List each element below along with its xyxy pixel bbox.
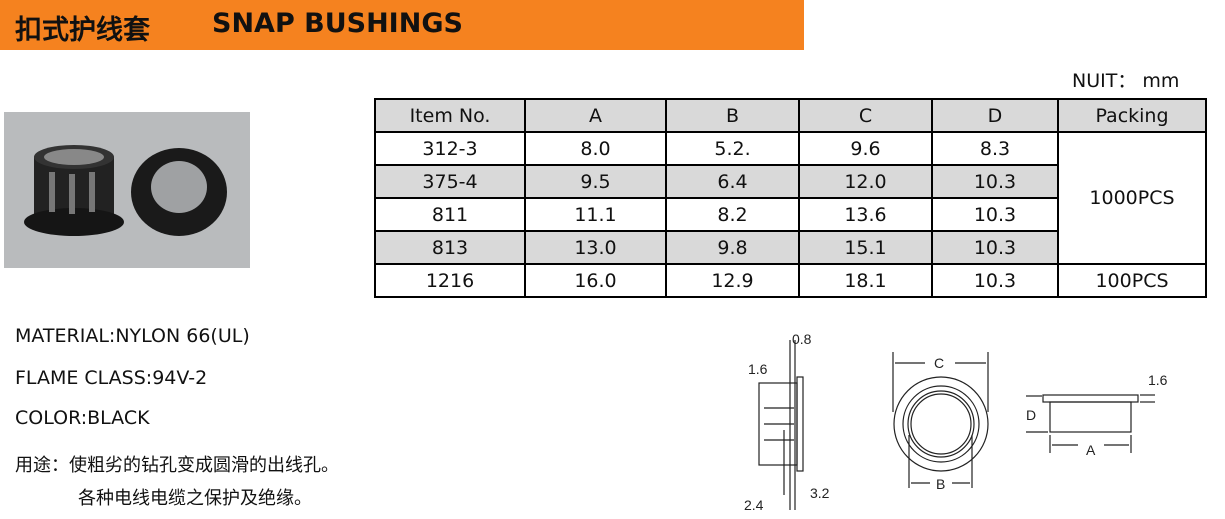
unit-label: NUIT： mm	[1072, 70, 1180, 92]
usage-line-1: 用途：使粗劣的钻孔变成圆滑的出线孔。	[15, 455, 339, 476]
spec-table: Item No. A B C D Packing 312-3 8.0 5.2. 9.6…	[374, 98, 1207, 298]
cell: 8.2	[665, 197, 800, 232]
cell: 375-4	[374, 164, 526, 199]
color-text: COLOR:BLACK	[15, 407, 150, 429]
cell: 12.9	[665, 263, 800, 298]
table-row: 811 11.1 8.2 13.6 10.3	[374, 197, 1206, 232]
cell: 10.3	[931, 197, 1059, 232]
cell: 9.6	[798, 131, 933, 166]
header-d: D	[931, 98, 1059, 133]
header-a: A	[524, 98, 667, 133]
cell: 12.0	[798, 164, 933, 199]
table-row: 813 13.0 9.8 15.1 10.3	[374, 230, 1206, 265]
title-cn: 扣式护线套	[15, 15, 150, 46]
dim-2-4: 2.4	[744, 497, 764, 513]
dim-a: A	[1086, 442, 1096, 458]
material-text: MATERIAL:NYLON 66(UL)	[15, 325, 250, 347]
cell: 16.0	[524, 263, 667, 298]
packing-cell: 100PCS	[1057, 263, 1207, 298]
dim-1-6-top: 1.6	[1148, 372, 1168, 388]
table-row: 375-4 9.5 6.4 12.0 10.3	[374, 164, 1206, 199]
cell: 10.3	[931, 263, 1059, 298]
header-b: B	[665, 98, 800, 133]
dim-1-6-side: 1.6	[748, 361, 768, 377]
cell: 15.1	[798, 230, 933, 265]
dim-d: D	[1026, 407, 1036, 423]
dim-3-2: 3.2	[810, 485, 830, 501]
cell: 13.0	[524, 230, 667, 265]
header-item: Item No.	[374, 98, 526, 133]
front-view-drawing	[892, 352, 989, 488]
dim-0-8: 0.8	[792, 331, 812, 347]
title-banner: 扣式护线套 SNAP BUSHINGS	[0, 0, 804, 50]
cell: 10.3	[931, 164, 1059, 199]
cell: 8.0	[524, 131, 667, 166]
cell: 811	[374, 197, 526, 232]
cell: 813	[374, 230, 526, 265]
table-row: 1216 16.0 12.9 18.1 10.3 100PCS	[374, 263, 1207, 298]
product-photo	[4, 112, 250, 268]
header-packing: Packing	[1057, 98, 1207, 133]
cell: 8.3	[931, 131, 1059, 166]
cell: 9.8	[665, 230, 800, 265]
dimension-drawings: 0.8 1.6 3.2 2.4 C B D A 1.6	[744, 331, 1168, 513]
cell: 312-3	[374, 131, 526, 166]
dim-b: B	[936, 476, 945, 492]
packing-cell: 1000PCS	[1057, 131, 1207, 265]
table-row: 312-3 8.0 5.2. 9.6 8.3 1000PCS	[374, 131, 1207, 265]
cell: 5.2.	[665, 131, 800, 166]
flame-class-text: FLAME CLASS:94V-2	[15, 367, 208, 389]
usage-line-2: 各种电线电缆之保护及绝缘。	[78, 488, 312, 509]
side-view-drawing	[758, 340, 804, 510]
cell: 9.5	[524, 164, 667, 199]
title-en: SNAP BUSHINGS	[212, 8, 463, 39]
cell: 6.4	[665, 164, 800, 199]
dim-c: C	[934, 355, 944, 371]
cell: 18.1	[798, 263, 933, 298]
cell: 11.1	[524, 197, 667, 232]
cell: 1216	[374, 263, 526, 298]
header-c: C	[798, 98, 933, 133]
cell: 13.6	[798, 197, 933, 232]
cell: 10.3	[931, 230, 1059, 265]
top-view-drawing	[1026, 394, 1155, 453]
